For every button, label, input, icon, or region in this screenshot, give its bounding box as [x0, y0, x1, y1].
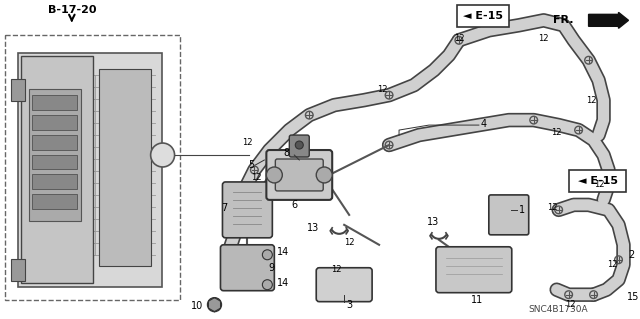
Circle shape [207, 298, 221, 312]
FancyBboxPatch shape [18, 53, 162, 287]
FancyBboxPatch shape [29, 89, 81, 221]
Text: 9: 9 [268, 263, 275, 273]
Text: 12: 12 [331, 265, 342, 274]
FancyBboxPatch shape [33, 154, 77, 169]
FancyBboxPatch shape [568, 170, 627, 192]
Text: 12: 12 [538, 34, 549, 43]
FancyBboxPatch shape [457, 5, 509, 27]
Text: 12: 12 [377, 85, 387, 94]
Text: ◄ E-15: ◄ E-15 [463, 11, 503, 21]
Text: B-17-20: B-17-20 [47, 5, 96, 15]
Circle shape [316, 167, 332, 183]
Circle shape [262, 250, 273, 260]
Text: 13: 13 [427, 217, 439, 227]
Circle shape [295, 141, 303, 149]
Text: 10: 10 [191, 300, 204, 311]
FancyBboxPatch shape [223, 182, 273, 238]
FancyBboxPatch shape [289, 135, 309, 157]
FancyBboxPatch shape [99, 69, 150, 266]
FancyBboxPatch shape [33, 194, 77, 209]
Text: FR.: FR. [553, 15, 573, 25]
FancyBboxPatch shape [33, 135, 77, 150]
Circle shape [150, 143, 175, 167]
Text: 5: 5 [248, 160, 254, 170]
Text: 14: 14 [277, 278, 289, 288]
Text: 1: 1 [519, 205, 525, 215]
Text: 12: 12 [565, 300, 576, 309]
FancyBboxPatch shape [33, 115, 77, 130]
Circle shape [262, 280, 273, 290]
Text: 11: 11 [471, 295, 483, 305]
FancyBboxPatch shape [33, 95, 77, 110]
FancyBboxPatch shape [266, 150, 332, 200]
Text: 3: 3 [346, 300, 352, 310]
Text: 7: 7 [221, 203, 227, 213]
FancyBboxPatch shape [33, 174, 77, 189]
Text: 12: 12 [344, 238, 355, 247]
Text: 12: 12 [595, 181, 605, 189]
Text: 12: 12 [547, 204, 558, 212]
FancyBboxPatch shape [316, 268, 372, 302]
Text: 4: 4 [481, 119, 487, 129]
FancyBboxPatch shape [436, 247, 512, 293]
Text: 14: 14 [277, 247, 289, 257]
FancyBboxPatch shape [21, 56, 93, 283]
Text: 12: 12 [586, 96, 597, 105]
FancyBboxPatch shape [220, 245, 275, 291]
Text: 12: 12 [552, 128, 562, 137]
Text: 12: 12 [607, 260, 618, 269]
Text: 12: 12 [242, 137, 253, 146]
FancyBboxPatch shape [11, 79, 25, 101]
FancyBboxPatch shape [489, 195, 529, 235]
Text: 13: 13 [307, 223, 319, 233]
Text: 8: 8 [283, 148, 289, 158]
FancyArrow shape [589, 12, 628, 28]
Text: 2: 2 [628, 250, 635, 260]
Text: 12: 12 [251, 174, 262, 182]
Text: 6: 6 [291, 200, 298, 210]
FancyBboxPatch shape [11, 259, 25, 281]
FancyBboxPatch shape [275, 159, 323, 191]
Text: 12: 12 [454, 34, 464, 43]
Circle shape [266, 167, 282, 183]
Text: SNC4B1730A: SNC4B1730A [529, 305, 588, 314]
Text: 15: 15 [627, 292, 639, 302]
Text: ◄ E-15: ◄ E-15 [577, 176, 618, 186]
